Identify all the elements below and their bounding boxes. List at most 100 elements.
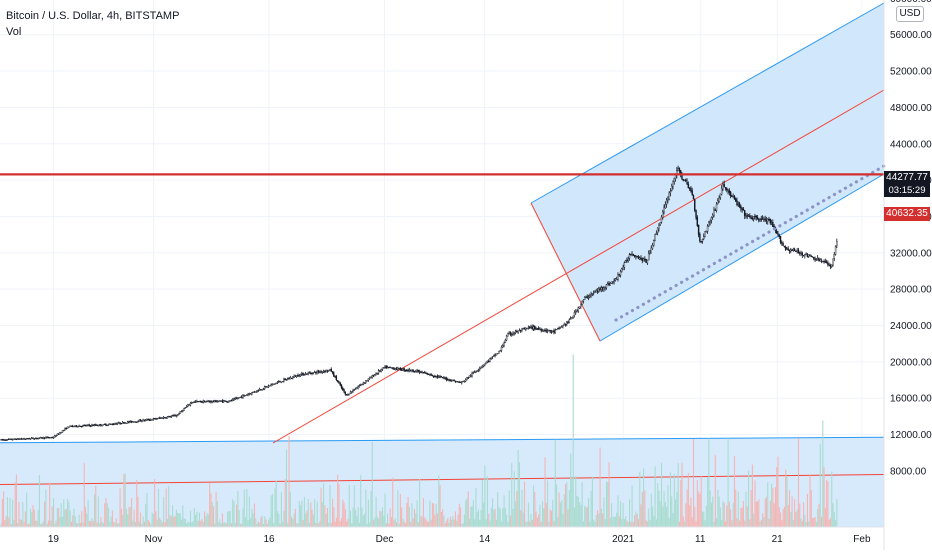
candle-body (763, 218, 765, 221)
volume-bar (662, 506, 664, 527)
candle-body (214, 400, 216, 402)
price-axis-label: 56000.00 (890, 30, 932, 41)
volume-bar (385, 523, 387, 527)
candle-body (624, 260, 627, 263)
candle-body (114, 423, 116, 425)
volume-bar (742, 500, 744, 527)
volume-bar (228, 511, 230, 527)
candle-body (603, 287, 605, 290)
candle-body (43, 437, 46, 439)
volume-bar (279, 523, 281, 527)
candle-body (327, 369, 330, 372)
volume-bar (515, 501, 517, 527)
candle-body (741, 207, 743, 211)
volume-bar (695, 520, 697, 527)
candle-body (422, 372, 425, 374)
volume-bar (292, 518, 294, 527)
volume-bar (769, 500, 771, 527)
candle-body (298, 375, 300, 377)
volume-bar (685, 503, 687, 527)
volume-bar (470, 506, 472, 527)
candle-body (577, 307, 579, 312)
candle-body (793, 248, 796, 252)
candle-body (399, 367, 402, 370)
price-axis-label: 28000.00 (890, 285, 932, 296)
candle-body (97, 425, 99, 427)
volume-bar (631, 485, 633, 527)
volume-bar (197, 520, 199, 527)
candle-body (667, 199, 669, 201)
volume-bar (608, 462, 610, 527)
volume-bar (750, 489, 752, 527)
volume-bar (768, 518, 770, 527)
volume-bar (99, 523, 101, 527)
candle-body (479, 368, 481, 370)
volume-bar (708, 438, 710, 527)
volume-bar (388, 523, 390, 527)
volume-bar (260, 517, 262, 527)
candle-body (258, 389, 261, 391)
volume-bar (335, 517, 337, 527)
candle-body (754, 215, 756, 218)
candle-body (568, 319, 571, 323)
candle-body (244, 394, 247, 397)
candle-body (207, 401, 210, 403)
chart-legend: Bitcoin / U.S. Dollar, 4h, BITSTAMP Vol (6, 9, 179, 39)
candle-body (829, 265, 832, 268)
volume-bar (543, 508, 545, 527)
candle-body (819, 259, 821, 262)
volume-bar (337, 474, 339, 527)
volume-channel-fill (0, 437, 884, 527)
candle-body (320, 371, 322, 373)
volume-bar (721, 519, 723, 527)
volume-bar (97, 496, 99, 527)
candle-body (120, 423, 123, 425)
volume-bar (589, 521, 591, 527)
volume-bar (833, 512, 835, 527)
candle-body (567, 321, 569, 323)
volume-bar (704, 520, 706, 527)
candle-body (462, 380, 464, 383)
volume-bar (140, 512, 142, 527)
volume-bar (340, 517, 343, 527)
candle-body (343, 389, 345, 392)
candle-body (416, 370, 418, 372)
candle-body (695, 210, 697, 218)
volume-bar (570, 453, 572, 527)
volume-bar (591, 476, 593, 527)
volume-bar (108, 507, 110, 527)
candle-body (39, 437, 42, 439)
volume-bar (445, 520, 448, 527)
volume-bar (270, 495, 272, 527)
candle-body (342, 387, 344, 390)
volume-bar (284, 479, 286, 527)
volume-bar (621, 518, 623, 527)
volume-bar (676, 492, 678, 527)
candle-body (735, 198, 737, 202)
candle-body (63, 429, 65, 432)
candle-body (325, 370, 327, 373)
candle-body (782, 243, 784, 246)
candle-body (549, 329, 551, 332)
symbol-title[interactable]: Bitcoin / U.S. Dollar, 4h, BITSTAMP (6, 10, 180, 22)
volume-bar (206, 513, 208, 527)
pitchfork-channel (272, 2, 885, 444)
volume-bar (795, 512, 797, 527)
volume-bar (658, 490, 660, 527)
candle-body (412, 369, 414, 372)
volume-bar (594, 521, 596, 527)
candle-body (814, 258, 816, 261)
candle-body (475, 371, 477, 373)
volume-bar (251, 508, 253, 527)
candle-body (398, 367, 400, 370)
volume-indicator-label[interactable]: Vol (6, 26, 22, 38)
currency-badge[interactable]: USD (896, 6, 924, 22)
candle-body (105, 424, 107, 426)
volume-bar (196, 511, 198, 527)
channel-median-line (272, 89, 885, 444)
volume-bar (511, 462, 513, 527)
volume-bar (678, 521, 680, 527)
volume-bar (603, 497, 605, 527)
